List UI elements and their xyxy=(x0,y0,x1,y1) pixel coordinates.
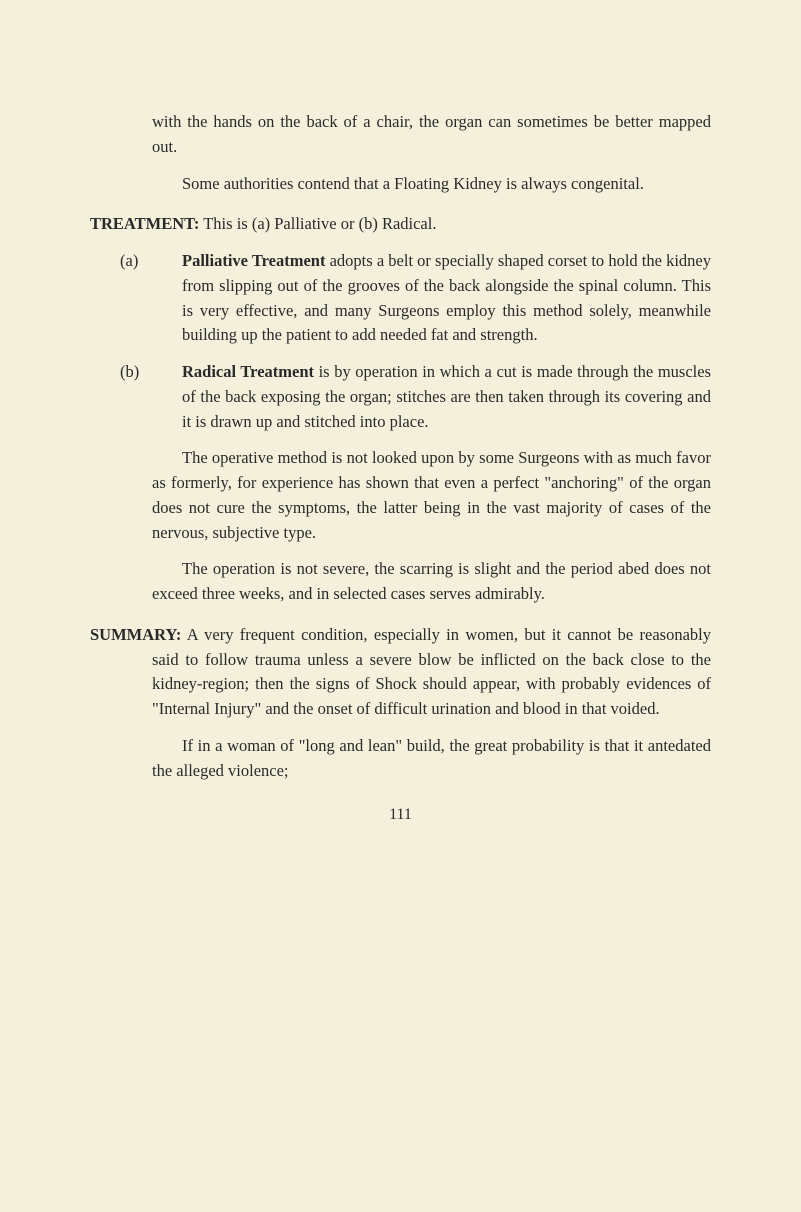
summary-p1-wrap: SUMMARY: A very frequent condition, espe… xyxy=(90,623,711,722)
summary-section: SUMMARY: A very frequent condition, espe… xyxy=(90,623,711,784)
treatment-p2: The operation is not severe, the scarrin… xyxy=(152,557,711,607)
treatment-a-body: Palliative Treatment adopts a belt or sp… xyxy=(182,249,711,348)
treatment-b-label: (b) xyxy=(90,360,182,434)
treatment-intro: This is (a) Palliative or (b) Radical. xyxy=(199,214,436,233)
intro-p2: Some authorities contend that a Floating… xyxy=(152,172,711,197)
treatment-item-b: (b) Radical Treatment is by operation in… xyxy=(90,360,711,434)
treatment-a-title: Palliative Treatment xyxy=(182,251,325,270)
page-content: with the hands on the back of a chair, t… xyxy=(0,0,801,867)
summary-heading: SUMMARY: xyxy=(90,625,181,644)
treatment-p1: The operative method is not looked upon … xyxy=(152,446,711,545)
treatment-b-body: Radical Treatment is by operation in whi… xyxy=(182,360,711,434)
summary-p1: A very frequent condition, especially in… xyxy=(152,625,711,718)
treatment-item-a: (a) Palliative Treatment adopts a belt o… xyxy=(90,249,711,348)
page-number: 111 xyxy=(90,803,711,827)
treatment-heading: TREATMENT: xyxy=(90,214,199,233)
summary-p2: If in a woman of "long and lean" build, … xyxy=(152,734,711,784)
treatment-heading-line: TREATMENT: This is (a) Palliative or (b)… xyxy=(90,212,711,237)
treatment-b-title: Radical Treatment xyxy=(182,362,314,381)
intro-p1: with the hands on the back of a chair, t… xyxy=(152,110,711,160)
treatment-a-label: (a) xyxy=(90,249,182,348)
treatment-section: TREATMENT: This is (a) Palliative or (b)… xyxy=(90,212,711,607)
